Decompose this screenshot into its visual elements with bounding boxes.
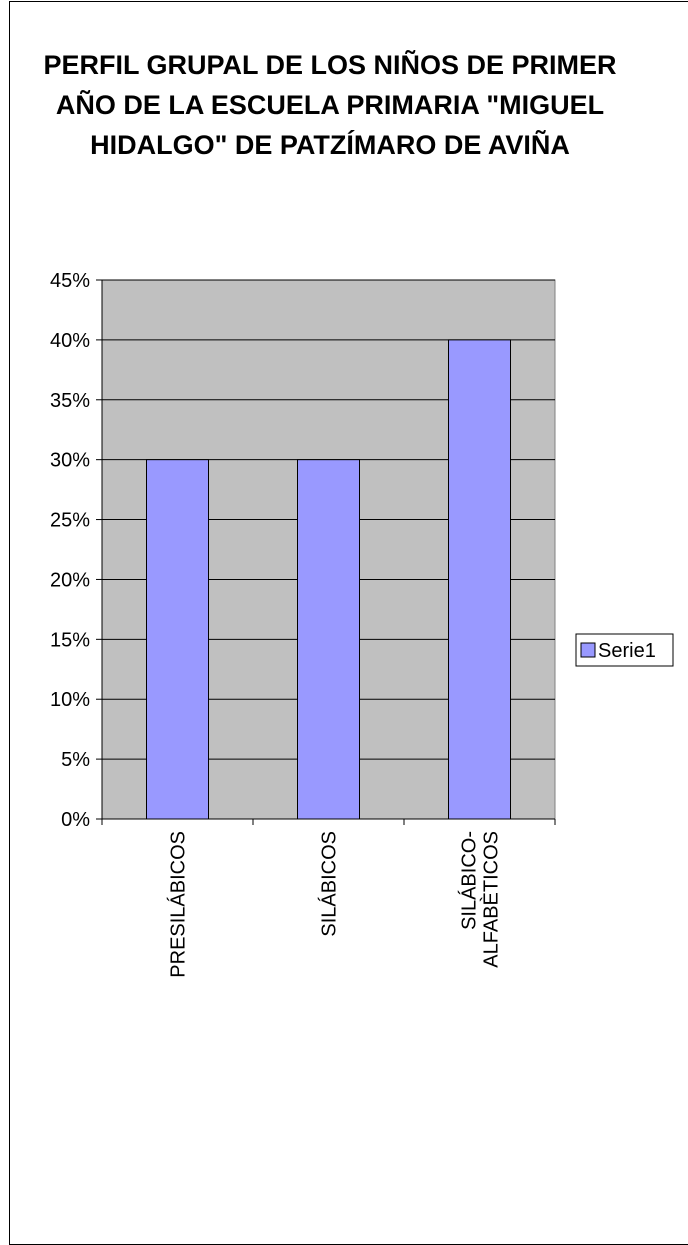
y-tick-label: 35% [50,390,90,412]
y-tick-label: 0% [61,809,90,831]
y-tick-label: 20% [50,569,90,591]
legend-label: Serie1 [598,640,656,662]
y-tick-label: 5% [61,749,90,771]
y-tick-label: 10% [50,689,90,711]
bar [297,459,360,820]
chart-title: PERFIL GRUPAL DE LOS NIÑOS DE PRIMER AÑO… [43,50,617,160]
x-tick-label: PRESILÁBICOS [167,831,190,978]
bar [448,339,511,820]
x-tick-label: SILÁBICOS [318,831,341,937]
y-tick-label: 30% [50,450,90,472]
y-tick-label: 45% [50,270,90,292]
x-tick-label-line: SILÁBICOS [318,831,341,937]
bar [146,459,209,820]
legend-swatch [580,642,596,658]
y-tick-label: 40% [50,330,90,352]
x-tick-label-line: SILÁBICO- [458,831,481,930]
x-tick-label-line: PRESILÁBICOS [167,831,190,978]
y-tick-label: 15% [50,629,90,651]
x-tick-label: SILÁBICO-ALFABÈTICOS [458,831,503,968]
y-tick-label: 25% [50,510,90,532]
x-tick-label-line: ALFABÈTICOS [480,831,503,968]
